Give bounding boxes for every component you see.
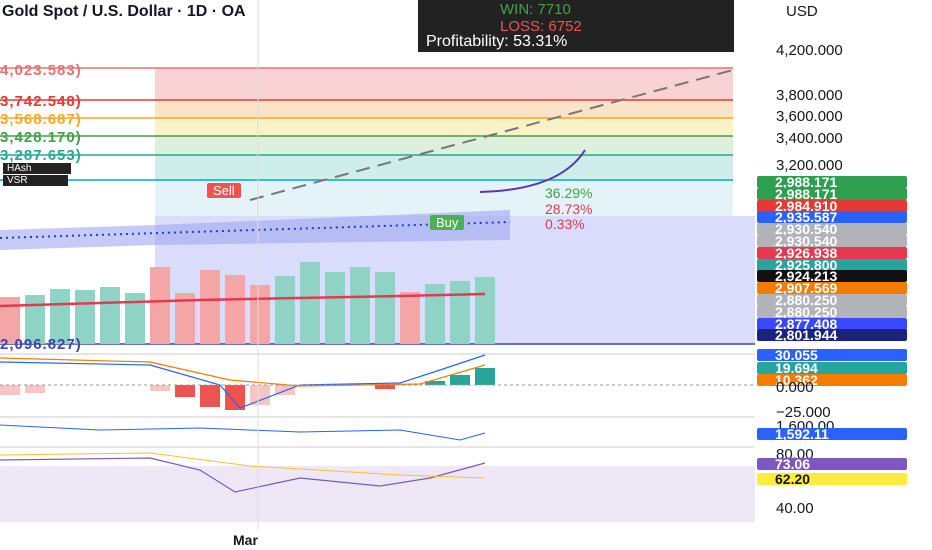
oscillator-tag: 10.362 — [757, 373, 907, 387]
currency: USD — [786, 3, 818, 20]
price-axis-label: 3,400.000 — [776, 130, 843, 147]
price-tag: 2,877.408 — [757, 317, 907, 331]
sell-signal[interactable]: Sell — [207, 183, 241, 198]
price-tag: 2,984.910 — [757, 199, 907, 213]
buy-signal[interactable]: Buy — [430, 215, 465, 230]
oscillator-tag: 30.055 — [757, 348, 907, 362]
price-tag: 2,988.171 — [757, 175, 907, 189]
loss: LOSS: 6752 — [500, 18, 582, 35]
oscillator-axis-label: −25.000 — [776, 404, 831, 421]
rsi-tag: 62.20 — [757, 472, 907, 486]
fib-label: 2,096.827) — [0, 336, 82, 353]
legend-a: HAsh — [3, 163, 72, 174]
oscillator-axis-label: 0.000 — [776, 379, 814, 396]
pct-label: 28.73% — [545, 201, 593, 217]
fib-label: 3,568.687) — [0, 111, 82, 128]
price-tag: 2,935.587 — [757, 210, 907, 224]
fib-label: 3,742.548) — [0, 93, 82, 110]
symbol-title: Gold Spot / U.S. Dollar · 1D · OA — [2, 3, 246, 20]
fib-label: 3,428.170) — [0, 129, 82, 146]
fib-label: 4,023.583) — [0, 62, 82, 79]
price-tag: 2,925.800 — [757, 258, 907, 272]
profitability: Profitability: 53.31% — [426, 33, 568, 50]
rsi-tag: 73.06 — [757, 457, 907, 471]
price-tag: 2,907.569 — [757, 281, 907, 295]
fib-label: 3,287.653) — [0, 147, 82, 164]
price-tag: 2,988.171 — [757, 187, 907, 201]
price-tag: 2,880.250 — [757, 293, 907, 307]
oscillator-tag: 19.694 — [757, 361, 907, 375]
time-label: Mar — [233, 532, 258, 548]
price-tag: 2,926.938 — [757, 246, 907, 260]
volume-tag: 1,592.11 — [757, 427, 907, 441]
price-tag: 2,880.250 — [757, 305, 907, 319]
price-tag: 2,801.944 — [757, 328, 907, 342]
price-axis-label: 3,600.000 — [776, 108, 843, 125]
price-tag: 2,930.540 — [757, 222, 907, 236]
rsi-axis-label: 40.00 — [776, 500, 814, 517]
legend-b: VSR — [3, 175, 68, 186]
price-axis-label: 3,200.000 — [776, 157, 843, 174]
price-tag: 2,924.213 — [757, 269, 907, 283]
price-axis-label: 4,200.000 — [776, 42, 843, 59]
price-axis-label: 3,800.000 — [776, 87, 843, 104]
win: WIN: 7710 — [500, 1, 571, 18]
price-tag: 2,930.540 — [757, 234, 907, 248]
pct-label: 36.29% — [545, 185, 593, 201]
pct-label: 0.33% — [545, 216, 585, 232]
